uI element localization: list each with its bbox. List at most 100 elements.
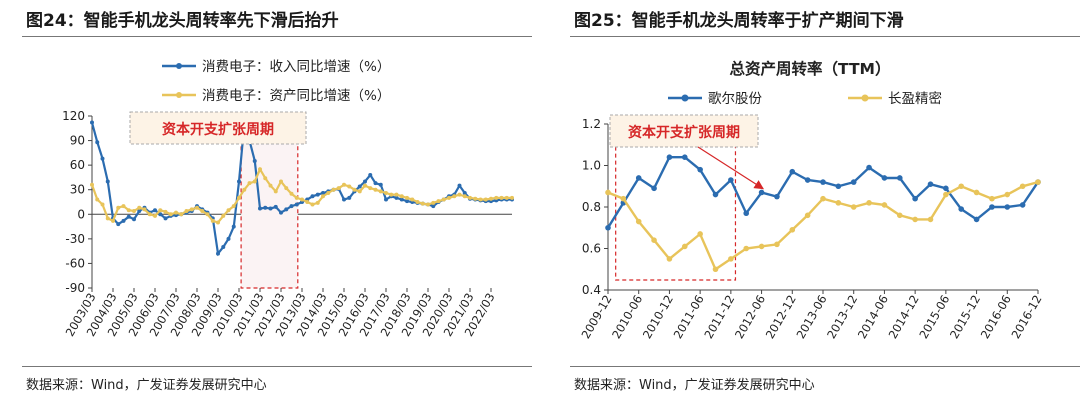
series-1-point [697,166,703,173]
series-2-point [605,189,611,196]
series-1-point [137,209,142,214]
series-2-point [850,204,857,210]
series-2-point [758,243,765,250]
y-tick-label: 1.2 [582,117,601,131]
series-1-point [943,185,949,192]
series-1-point [758,189,765,196]
series-2-point [394,192,399,197]
series-2-point [168,212,173,217]
series-2-point [237,195,241,200]
series-2-point [132,209,136,214]
legend-marker-2 [176,92,182,98]
series-1-point [835,183,842,190]
series-1-point [153,208,157,213]
series-1-point [912,195,918,202]
series-1-point [378,182,383,187]
series-2-point [226,208,231,213]
series-2-point [210,218,215,223]
series-2-point [221,213,226,218]
left-source-note: 数据来源：Wind，广发证券发展研究中心 [26,378,267,393]
series-2-point [326,190,331,195]
series-1-point [728,177,734,183]
series-2-point [820,195,826,202]
series-2-point [147,212,152,217]
series-1-point [712,191,719,198]
series-2-point [712,266,719,273]
series-2-point [620,195,627,202]
series-1-point [263,205,268,210]
series-2-point [943,191,949,198]
series-2-point [494,195,499,200]
annotation-arrow [697,146,765,190]
series-2-point [378,189,383,194]
series-1-point [315,192,320,197]
series-1-point [216,251,220,256]
series-2-point [95,197,100,202]
series-2-point [510,195,514,200]
series-2-point [666,256,673,262]
series-1-point [321,190,325,195]
x-tick-label: 2016-12 [1008,293,1044,342]
series-2-point [189,207,194,212]
series-1-point [237,179,241,184]
right-panel: 图25：智能手机龙头周转率于扩产期间下滑 0.4 0.6 0.8 1.0 1.2 2009… [548,0,1080,415]
series-2-point [121,204,126,209]
left-panel-title: 图24：智能手机龙头周转率先下滑后抬升 [26,11,339,31]
series-1-point [462,190,467,195]
series-2-point [415,200,420,204]
series-2-point [420,201,425,206]
series-2-point [247,181,252,186]
series-1-point [866,164,872,171]
series-1-point [90,120,94,125]
right-title-rule [570,36,1080,37]
series-1-point [294,202,299,207]
legend-label-2: 消费电子：资产同比增速（%） [202,88,390,104]
series-2-point [1004,191,1011,198]
series-1-point [116,222,121,227]
series-2-point [294,195,299,200]
series-2-point [489,196,493,201]
series-2-point [804,212,811,219]
y-tick-label: 30 [70,183,85,197]
series-2-point [426,202,430,207]
series-2-point [357,189,362,194]
series-2-point [90,182,94,187]
legend-label-2: 长盈精密 [888,90,942,107]
legend-marker-1 [176,63,182,69]
right-source-rule [570,366,1080,367]
series-2-point [347,184,352,189]
capex-cycle-region [240,139,299,289]
series-2-point [279,179,283,184]
series-2-point [310,202,315,207]
series-1-point [774,193,780,200]
series-1-point [820,179,826,185]
series-1-point [284,207,289,212]
series-2-point [681,243,688,250]
series-2-point [1035,179,1041,185]
series-2-point [635,218,642,225]
right-line-chart: 0.40.60.81.01.22009-122010-062010-122011… [578,59,1044,342]
series-2-point [881,202,888,208]
series-2-point [743,245,750,252]
series-2-point [789,227,796,233]
series-2-point [195,205,199,210]
series-2-point [289,191,294,196]
series-1-point [268,206,273,211]
series-2-point [100,202,105,207]
series-1-point [605,224,611,231]
series-2-point [158,208,163,213]
series-2-point [651,237,657,243]
series-2-point [410,197,415,202]
series-2-point [263,176,268,181]
series-2-point [231,204,236,209]
y-tick-label: 0.4 [582,283,601,297]
series-1-point [1019,202,1026,208]
y-tick-label: -90 [65,281,85,295]
series-1-point [231,224,236,229]
series-1-point [1004,204,1011,210]
series-1-point [357,184,362,189]
series-2-point [321,194,325,199]
series-2-point [331,187,336,192]
series-2-point [142,207,147,212]
series-2-point [896,212,903,219]
